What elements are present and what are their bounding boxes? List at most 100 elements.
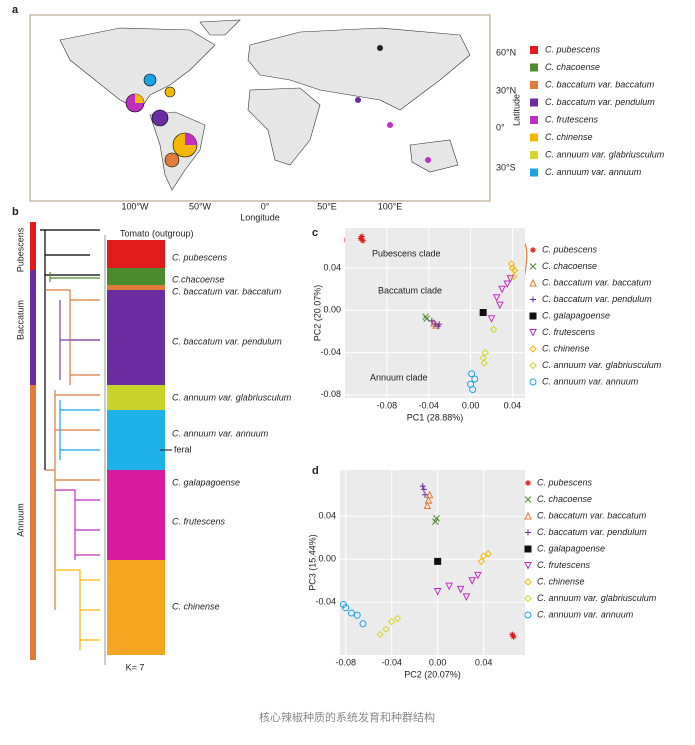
legend-marker xyxy=(525,529,531,536)
point xyxy=(434,557,442,565)
taxon-label: C. baccatum var. baccatum xyxy=(172,286,282,296)
y-tick-label: 0.00 xyxy=(318,554,336,564)
legend-label: C. pubescens xyxy=(537,477,593,487)
legend-label: C. annuum var. glabriusculum xyxy=(542,360,662,370)
x-axis-label: Longitude xyxy=(240,212,280,222)
point xyxy=(468,577,476,585)
group-label: Baccatum xyxy=(15,300,25,340)
legend-marker xyxy=(524,578,532,586)
legend-marker xyxy=(529,329,537,337)
legend-swatch xyxy=(530,116,538,124)
legend-label: C. frutescens xyxy=(542,327,596,337)
point xyxy=(428,317,435,324)
point xyxy=(382,625,390,633)
point xyxy=(423,315,430,323)
legend-marker xyxy=(524,562,532,570)
x-tick-label: 0.04 xyxy=(475,657,493,667)
legend-label: C. pubescens xyxy=(545,44,601,54)
y-axis-label: PC3 (15.44%) xyxy=(307,534,317,591)
legend-label: C. chacoense xyxy=(545,62,600,72)
x-tick-label: -0.04 xyxy=(418,400,439,410)
legend-label: C. baccatum var. pendulum xyxy=(545,97,655,107)
legend-swatch xyxy=(530,133,538,142)
point xyxy=(357,235,364,242)
group-label: Pubescens xyxy=(15,227,25,272)
lon-tick-label: 0° xyxy=(261,201,270,211)
point xyxy=(422,491,429,498)
point xyxy=(469,386,477,393)
legend-swatch xyxy=(530,46,538,54)
point xyxy=(358,233,365,240)
legend-marker xyxy=(529,361,537,370)
x-tick-label: -0.08 xyxy=(377,400,398,410)
legend-label: C. annuum var. annuum xyxy=(545,167,642,177)
taxon-label: C. frutescens xyxy=(172,516,226,526)
annotation: Annuum clade xyxy=(370,372,428,382)
lon-tick-label: 100°W xyxy=(121,201,149,211)
legend-label: C. baccatum var. baccatum xyxy=(537,510,647,520)
point xyxy=(484,550,492,558)
legend-marker xyxy=(529,312,537,320)
point xyxy=(480,359,488,367)
point xyxy=(498,285,506,294)
legend-label: C. chacoense xyxy=(537,494,592,504)
point xyxy=(462,593,471,602)
lat-tick-label: 30°N xyxy=(496,85,516,95)
x-tick-label: -0.04 xyxy=(381,657,402,667)
point xyxy=(477,557,486,566)
x-tick-label: 0.00 xyxy=(429,657,447,667)
legend-swatch xyxy=(530,63,538,72)
point xyxy=(479,552,488,560)
legend-marker xyxy=(524,611,532,619)
x-tick-label: 0.00 xyxy=(462,400,480,410)
x-axis-label: PC2 (20.07%) xyxy=(404,669,461,679)
taxon-label: C. annuum var. glabriusculum xyxy=(172,392,292,402)
point xyxy=(445,582,453,591)
point xyxy=(509,272,518,281)
y-tick-label: -0.04 xyxy=(320,347,341,357)
lon-tick-label: 50°W xyxy=(189,201,212,211)
point xyxy=(436,321,443,328)
point xyxy=(424,495,433,504)
taxon-label: C. galapagoense xyxy=(172,477,240,487)
point xyxy=(487,315,496,323)
legend-marker xyxy=(524,594,532,603)
panel-label: c xyxy=(312,227,318,239)
feral-label: feral xyxy=(174,444,192,454)
lat-tick-label: 30°S xyxy=(496,162,516,172)
land xyxy=(59,19,471,191)
point xyxy=(420,486,427,493)
point xyxy=(342,604,350,612)
legend-label: C. chinense xyxy=(537,576,585,586)
caption: 核心辣椒种质的系统发育和种群结构 xyxy=(259,710,435,724)
y-axis-label: PC2 (20.07%) xyxy=(312,285,322,342)
legend-swatch xyxy=(530,151,538,159)
legend-label: C. chacoense xyxy=(542,261,597,271)
point xyxy=(419,483,426,490)
legend-marker xyxy=(530,296,536,303)
point xyxy=(359,237,366,244)
legend-label: C. annuum var. glabriusculum xyxy=(537,593,657,603)
legend-marker xyxy=(529,378,537,386)
legend-label: C. chinense xyxy=(545,132,593,142)
y-tick-label: -0.08 xyxy=(320,389,341,399)
point xyxy=(510,633,517,640)
x-tick-label: 0.04 xyxy=(504,400,522,410)
legend-marker xyxy=(525,480,531,486)
point xyxy=(376,630,384,639)
legend-label: C. annuum var. annuum xyxy=(542,376,639,386)
point xyxy=(467,380,475,388)
point xyxy=(481,348,489,357)
pie-markers xyxy=(125,45,431,168)
taxon-label: C. pubescens xyxy=(172,252,228,262)
legend-label: C. annuum var. glabriusculum xyxy=(545,149,665,159)
point xyxy=(422,313,429,321)
point xyxy=(507,260,516,268)
panel-label: a xyxy=(12,4,19,16)
y-tick-label: 0.04 xyxy=(318,511,336,521)
legend-swatch xyxy=(530,98,538,107)
structure-plot xyxy=(104,235,165,665)
legend-label: C. baccatum var. baccatum xyxy=(542,277,652,287)
y-axis-label: Latitude xyxy=(511,94,521,126)
lon-tick-label: 50°E xyxy=(317,201,337,211)
